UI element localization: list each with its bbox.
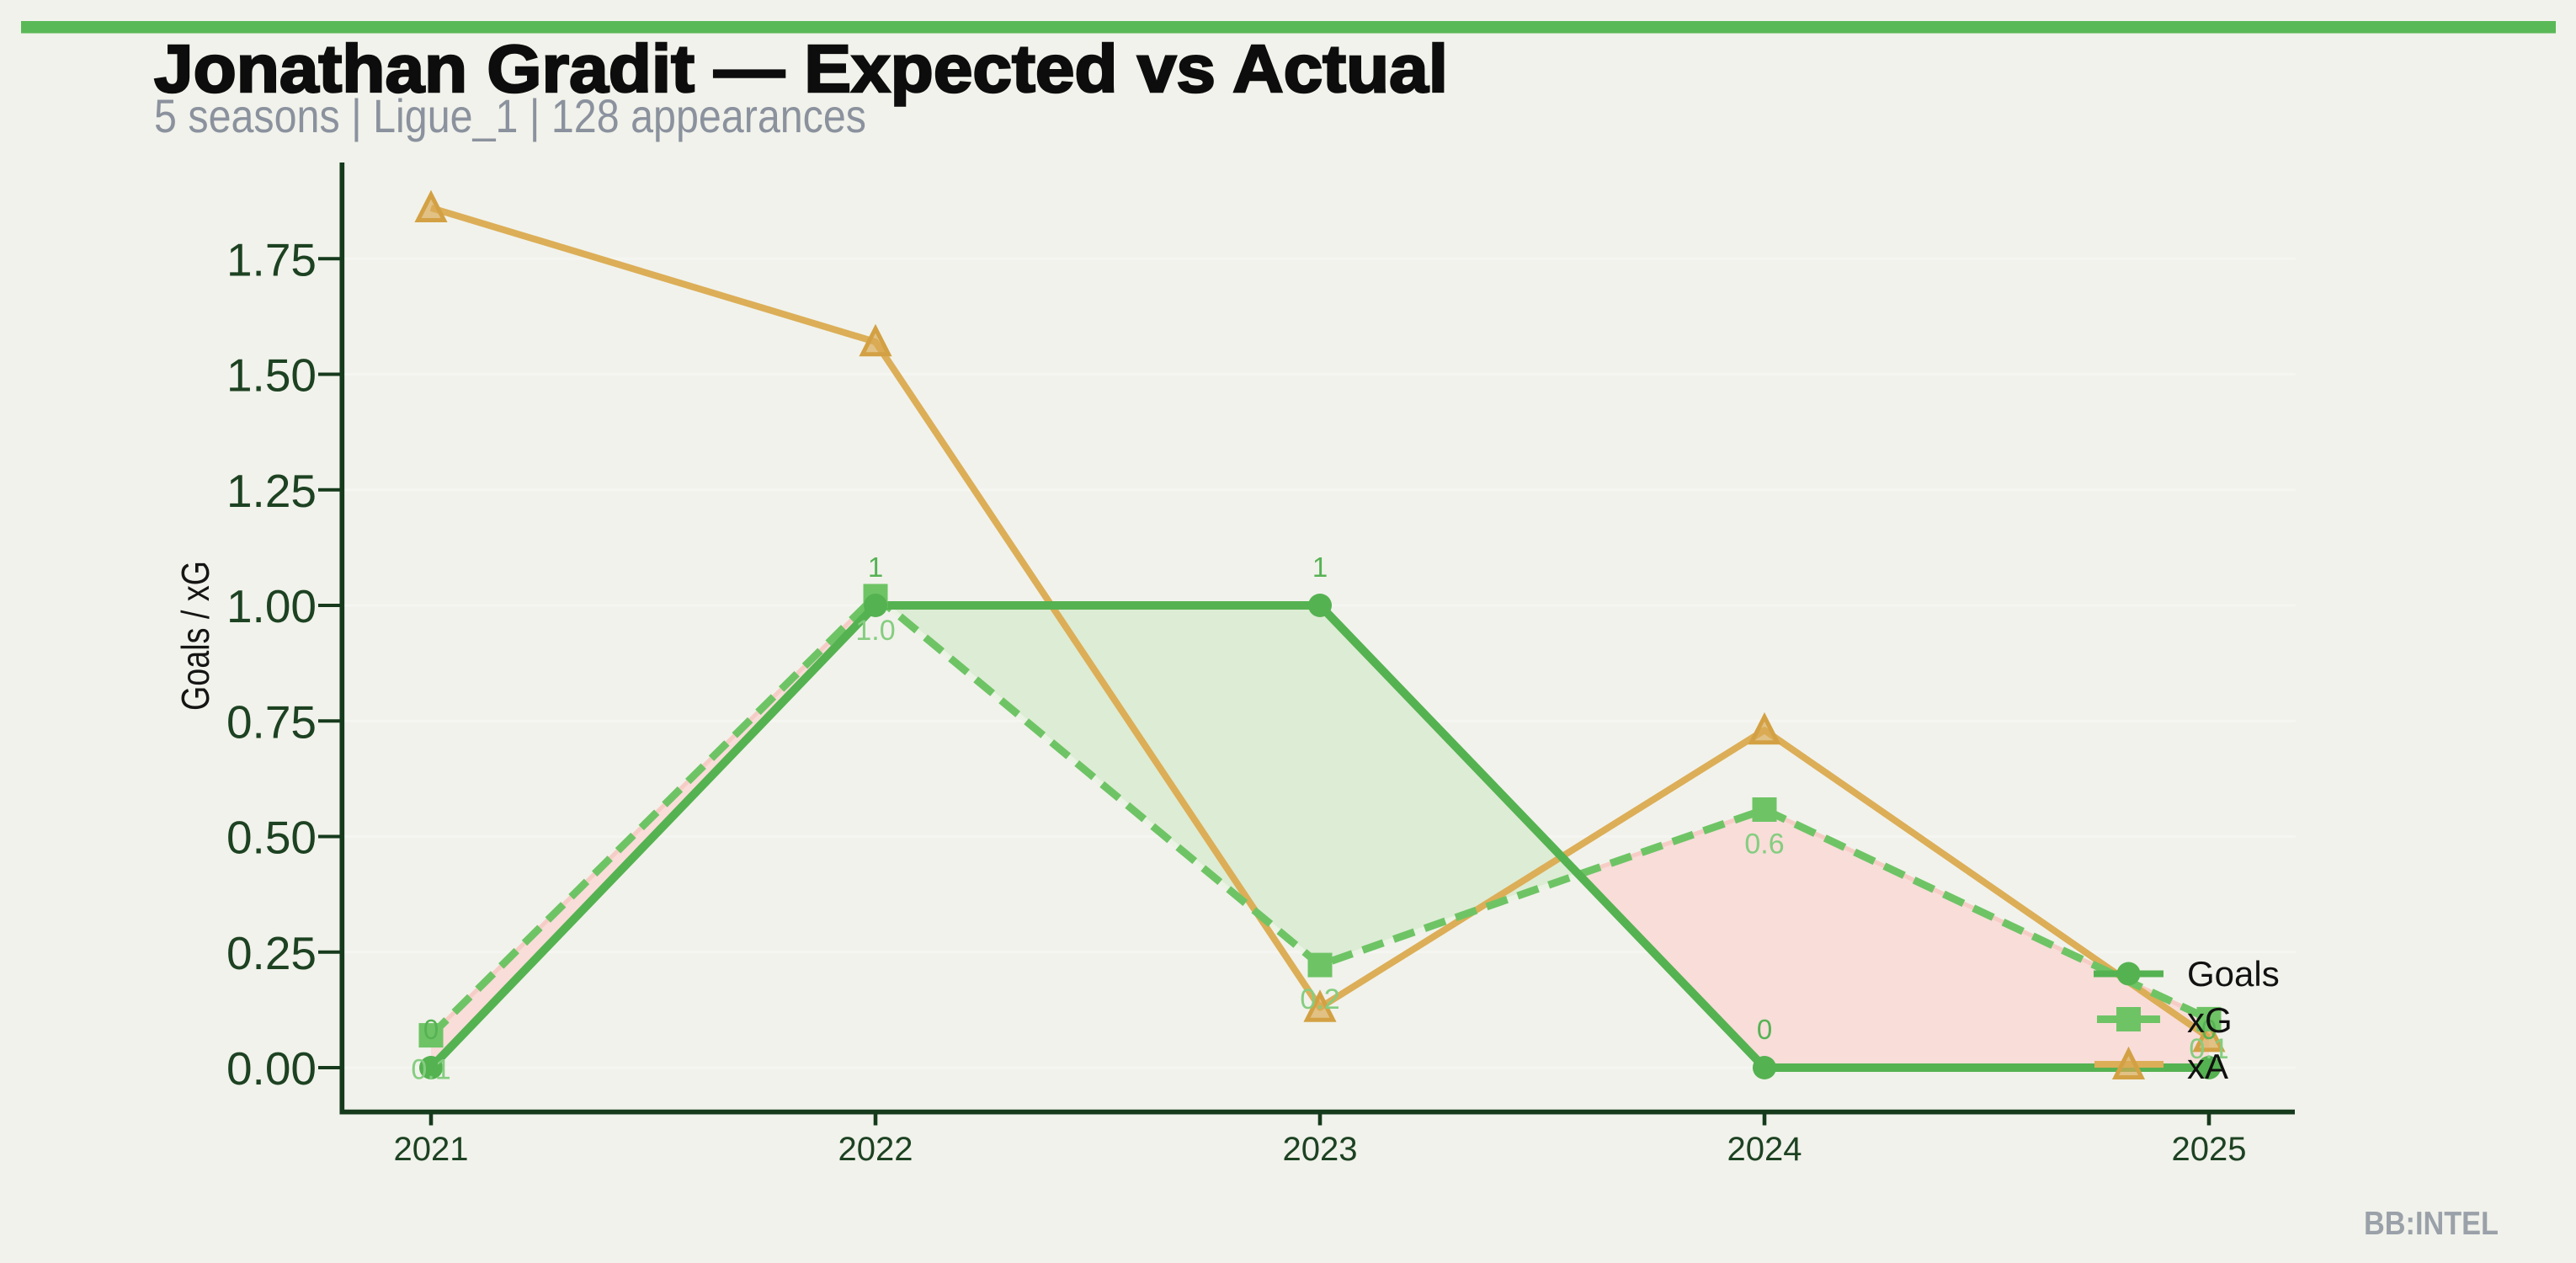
svg-text:1: 1 xyxy=(1312,552,1328,583)
svg-text:0.1: 0.1 xyxy=(2189,1033,2228,1065)
svg-text:1: 1 xyxy=(868,552,883,583)
svg-text:2023: 2023 xyxy=(1283,1131,1358,1168)
svg-text:0.2: 0.2 xyxy=(1300,983,1339,1015)
svg-text:2025: 2025 xyxy=(2172,1131,2247,1168)
svg-text:0: 0 xyxy=(2201,1014,2217,1045)
svg-text:xG: xG xyxy=(2187,1000,2233,1040)
svg-text:Goals / xG: Goals / xG xyxy=(173,561,217,711)
svg-text:BB:INTEL: BB:INTEL xyxy=(2364,1206,2499,1242)
svg-text:2022: 2022 xyxy=(838,1131,913,1168)
svg-text:xA: xA xyxy=(2187,1047,2228,1086)
svg-text:1.0: 1.0 xyxy=(855,615,895,647)
svg-text:1.50: 1.50 xyxy=(226,349,317,402)
svg-text:5 seasons | Ligue_1 | 128 appe: 5 seasons | Ligue_1 | 128 appearances xyxy=(154,89,866,142)
svg-text:0: 0 xyxy=(1757,1014,1772,1045)
svg-text:0: 0 xyxy=(423,1014,439,1045)
svg-text:0.25: 0.25 xyxy=(226,927,317,979)
svg-text:1.25: 1.25 xyxy=(226,465,317,517)
svg-text:0.6: 0.6 xyxy=(1744,829,1784,861)
svg-text:1.75: 1.75 xyxy=(226,233,317,285)
svg-text:1.00: 1.00 xyxy=(226,580,317,632)
svg-text:Jonathan Gradit — Expected vs: Jonathan Gradit — Expected vs Actual xyxy=(154,31,1448,106)
svg-text:2024: 2024 xyxy=(1727,1131,1802,1168)
svg-text:Goals: Goals xyxy=(2187,954,2280,994)
svg-text:0.00: 0.00 xyxy=(226,1042,317,1095)
svg-text:0.75: 0.75 xyxy=(226,695,317,748)
svg-text:0.50: 0.50 xyxy=(226,812,317,864)
svg-text:2021: 2021 xyxy=(394,1131,469,1168)
svg-text:0.1: 0.1 xyxy=(411,1054,450,1086)
